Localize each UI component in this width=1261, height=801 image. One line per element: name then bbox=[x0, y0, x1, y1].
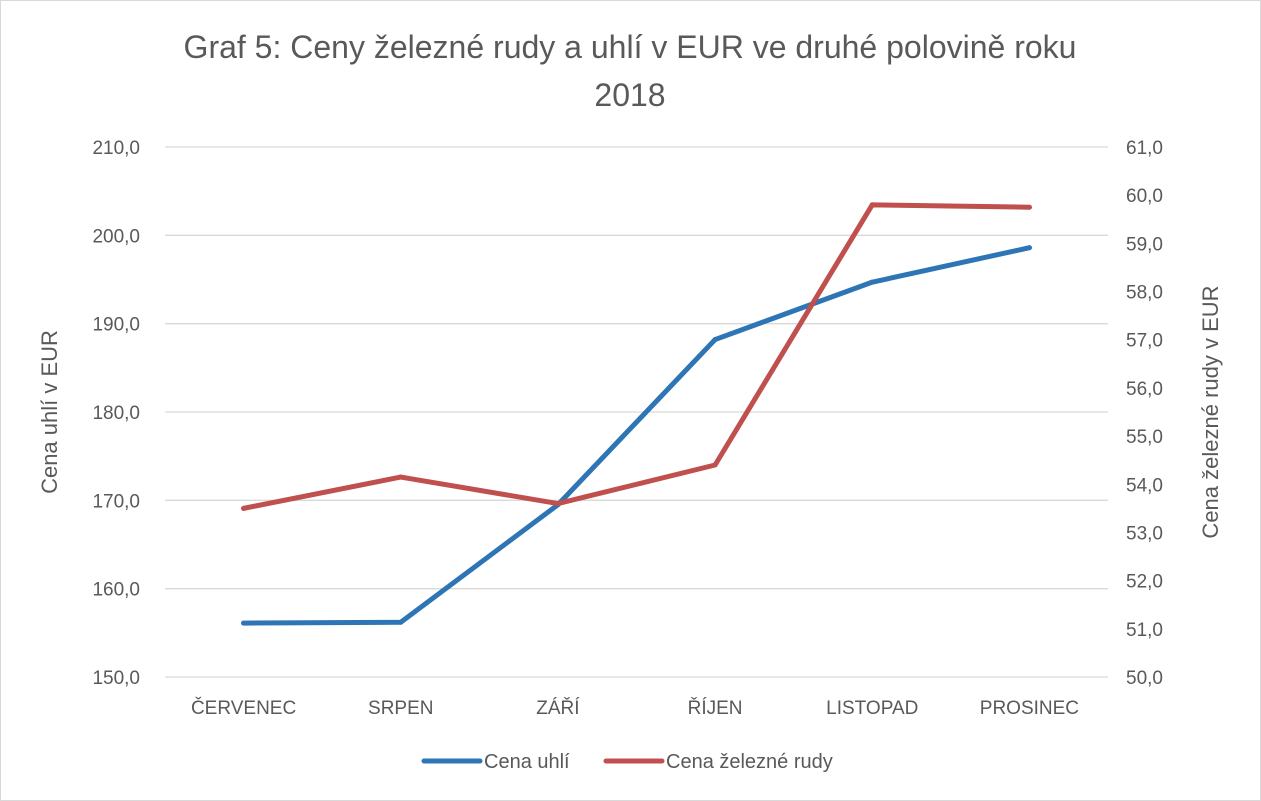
legend-label: Cena uhlí bbox=[484, 751, 570, 773]
legend: Cena uhlí Cena železné rudy bbox=[421, 751, 833, 773]
data-point-cena-uhli bbox=[241, 620, 247, 626]
right-tick-label: 54,0 bbox=[1126, 475, 1163, 496]
right-tick-label: 61,0 bbox=[1126, 138, 1163, 159]
right-tick-label: 55,0 bbox=[1126, 427, 1163, 448]
left-tick-label: 180,0 bbox=[92, 403, 140, 424]
right-tick-label: 53,0 bbox=[1126, 523, 1163, 544]
data-point-cena-zelezne-rudy bbox=[398, 474, 404, 480]
x-tick-label: ČERVENEC bbox=[191, 697, 296, 719]
x-tick-label: ŘÍJEN bbox=[688, 697, 743, 719]
left-axis-ticks: 150,0 160,0 170,0 180,0 190,0 200,0 210,0 bbox=[92, 138, 140, 689]
left-tick-label: 200,0 bbox=[92, 226, 140, 247]
right-tick-label: 59,0 bbox=[1126, 234, 1163, 255]
series-line-cena-zelezne-rudy bbox=[241, 202, 1032, 511]
data-point-cena-uhli bbox=[712, 337, 718, 343]
left-tick-label: 190,0 bbox=[92, 315, 140, 336]
x-tick-label: ZÁŘÍ bbox=[536, 697, 580, 719]
data-point-cena-zelezne-rudy bbox=[712, 462, 718, 468]
gridlines bbox=[165, 146, 1108, 678]
data-point-cena-zelezne-rudy bbox=[241, 505, 247, 511]
right-tick-label: 50,0 bbox=[1126, 668, 1163, 689]
right-tick-label: 60,0 bbox=[1126, 186, 1163, 207]
left-tick-label: 210,0 bbox=[92, 138, 140, 159]
right-tick-label: 51,0 bbox=[1126, 620, 1163, 641]
series-group bbox=[241, 202, 1032, 626]
chart-title-line-2: 2018 bbox=[594, 77, 665, 113]
data-point-cena-zelezne-rudy bbox=[1026, 204, 1032, 210]
data-point-cena-uhli bbox=[869, 279, 875, 285]
data-point-cena-uhli bbox=[398, 619, 404, 625]
x-tick-label: PROSINEC bbox=[980, 698, 1079, 719]
right-tick-label: 52,0 bbox=[1126, 572, 1163, 593]
right-tick-label: 57,0 bbox=[1126, 331, 1163, 352]
legend-label: Cena železné rudy bbox=[666, 751, 833, 773]
chart-title-line-1: Graf 5: Ceny železné rudy a uhlí v EUR v… bbox=[184, 29, 1077, 65]
left-tick-label: 170,0 bbox=[92, 491, 140, 512]
left-axis-title: Cena uhlí v EUR bbox=[37, 330, 62, 494]
right-tick-label: 56,0 bbox=[1126, 379, 1163, 400]
left-tick-label: 150,0 bbox=[92, 668, 140, 689]
data-point-cena-uhli bbox=[1026, 245, 1032, 251]
right-axis-title: Cena železné rudy v EUR bbox=[1198, 285, 1223, 538]
series-line-cena-uhli bbox=[241, 245, 1032, 626]
data-point-cena-zelezne-rudy bbox=[869, 202, 875, 208]
x-tick-label: LISTOPAD bbox=[826, 698, 918, 719]
x-tick-label: SRPEN bbox=[368, 698, 433, 719]
right-axis-ticks: 50,0 51,0 52,0 53,0 54,0 55,0 56,0 57,0 58,0 59,0… bbox=[1126, 138, 1163, 689]
data-point-cena-zelezne-rudy bbox=[555, 501, 561, 507]
right-tick-label: 58,0 bbox=[1126, 283, 1163, 304]
left-tick-label: 160,0 bbox=[92, 580, 140, 601]
x-axis-ticks: ČERVENEC SRPEN ZÁŘÍ ŘÍJEN LISTOPAD PROSINEC bbox=[191, 697, 1079, 719]
